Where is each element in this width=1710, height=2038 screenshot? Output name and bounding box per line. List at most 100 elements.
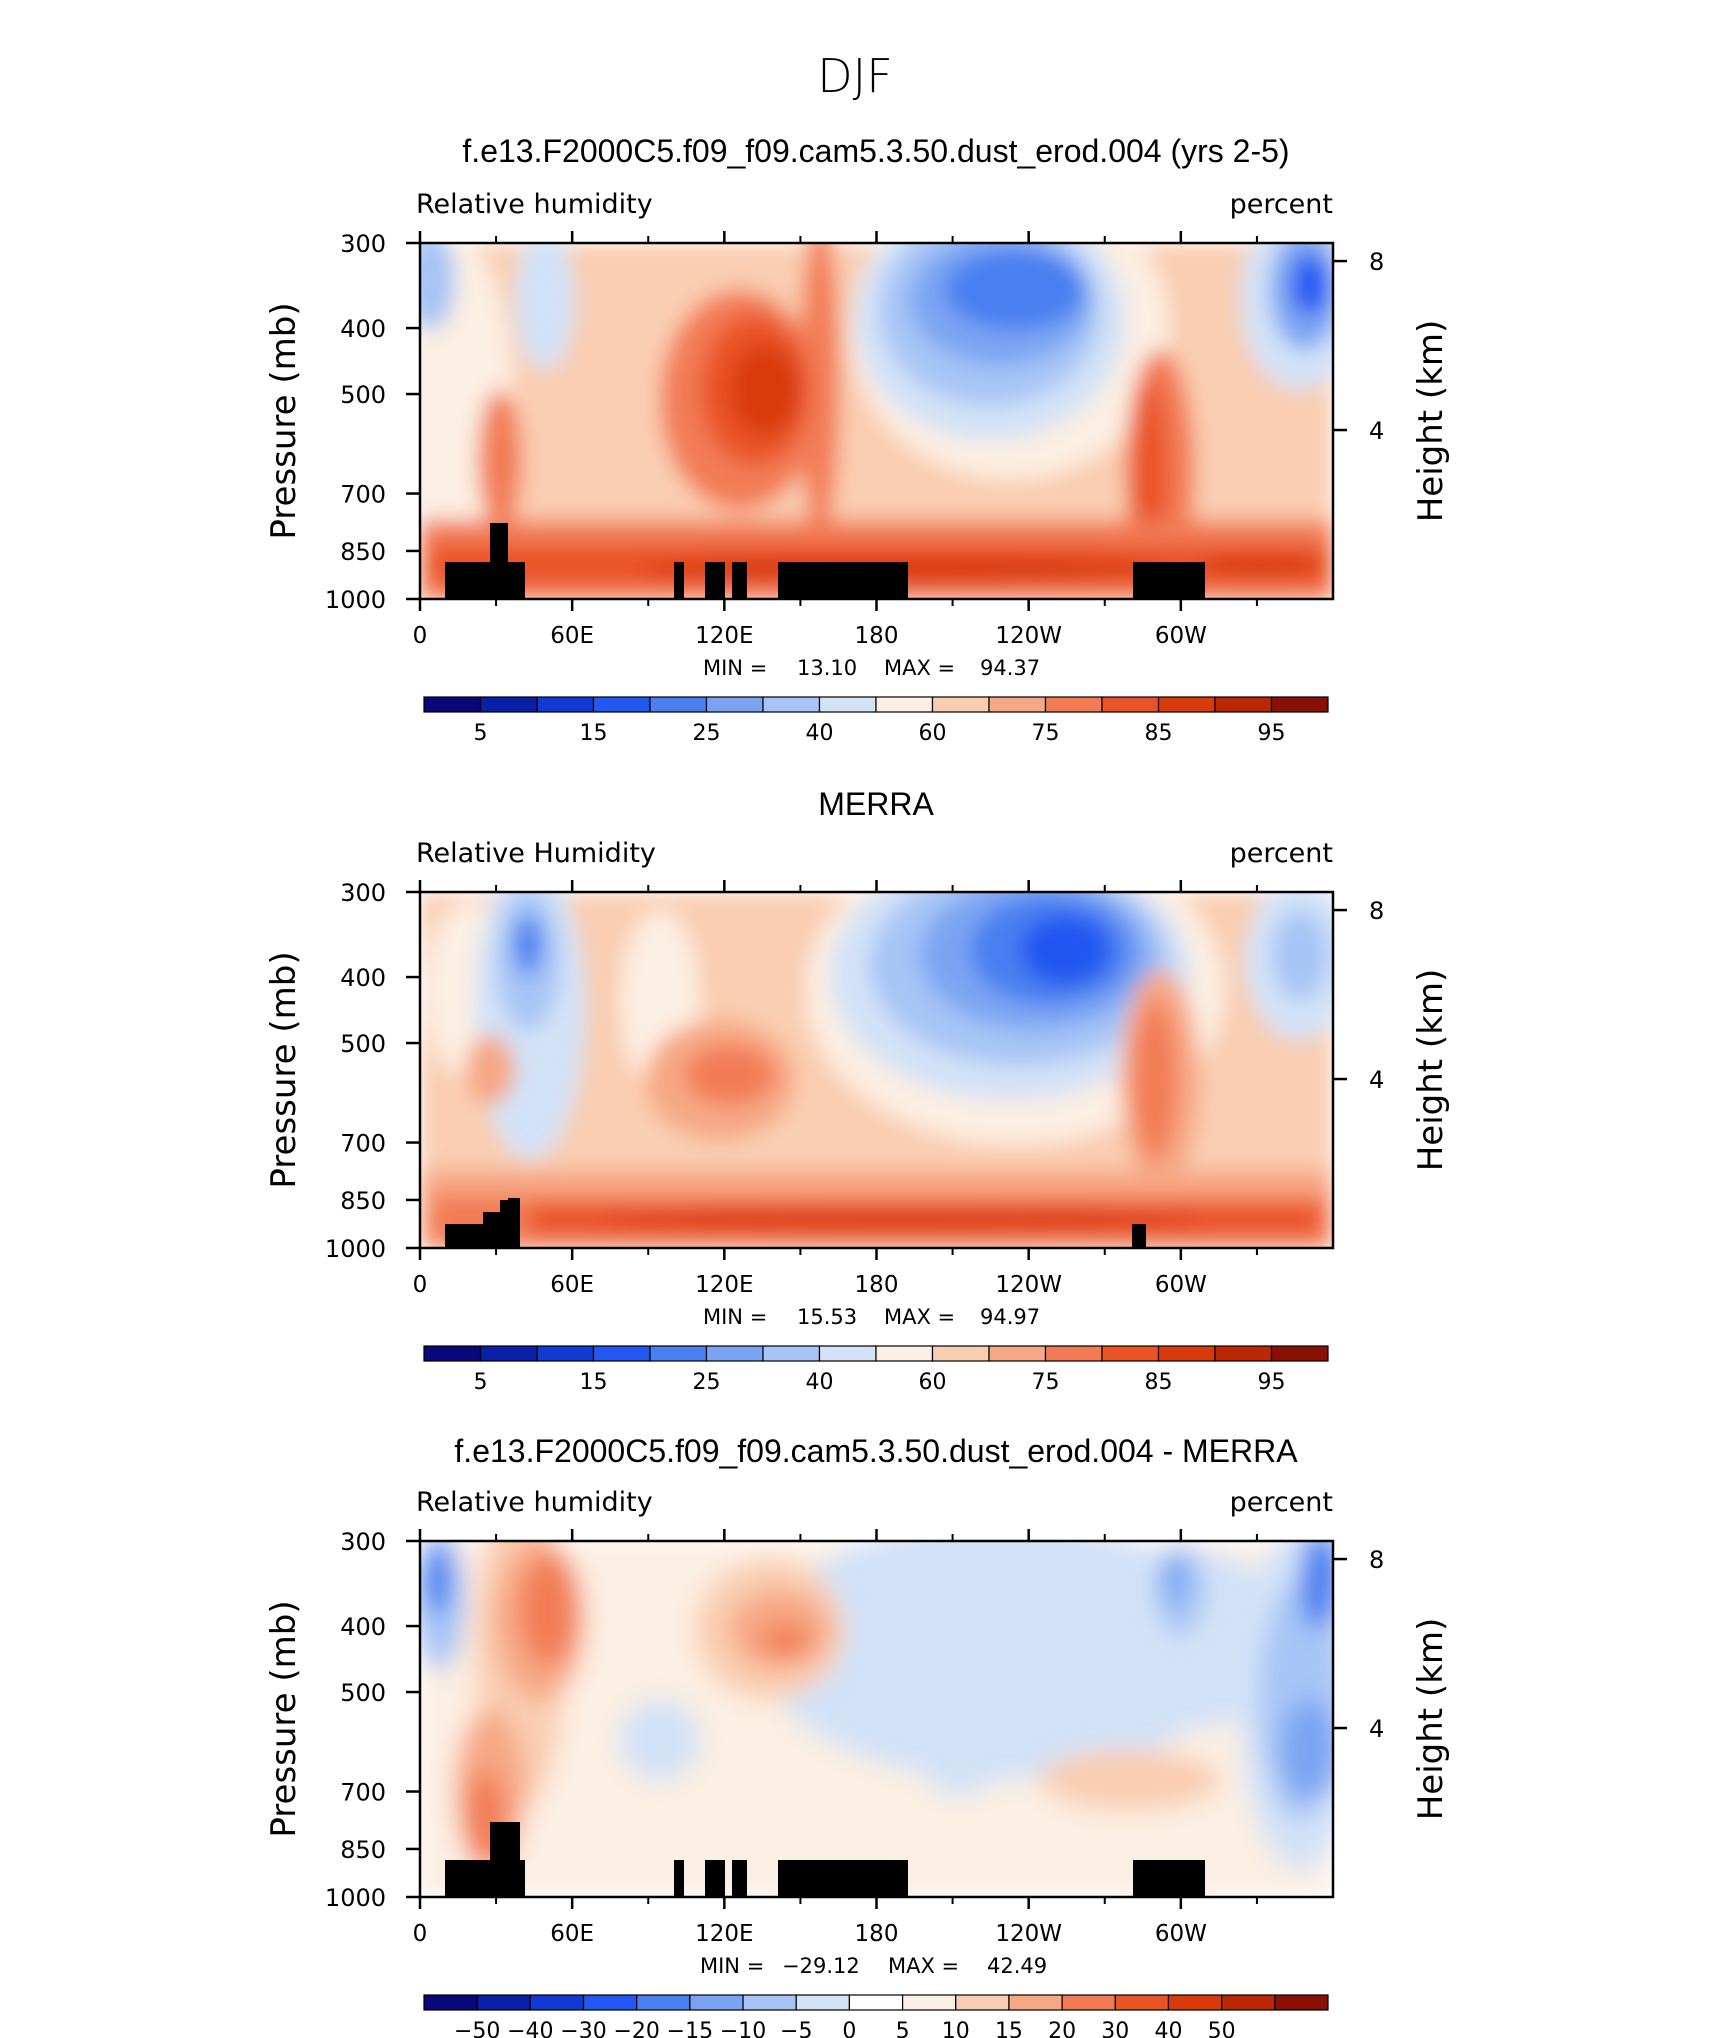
panel-diff-max-value: 42.49 [987,1954,1047,1978]
panel-diff-colorbar-swatch [636,1994,691,2011]
panel-merra-xtick-label: 120W [995,1272,1062,1298]
panel-model-colorbar-swatch [536,696,595,713]
panel-model-colorbar-label: 25 [693,721,721,746]
panel-diff-colorbar-label: −20 [613,2019,659,2038]
panel-merra-xtick-label: 120E [695,1272,753,1298]
panel-merra-colorbar-swatch [423,1345,482,1362]
panel-model-colorbar-label: 40 [806,721,834,746]
panel-merra-colorbar-swatch [649,1345,708,1362]
panel-model: f.e13.F2000C5.f09_f09.cam5.3.50.dust_ero… [264,133,1451,746]
panel-merra-colorbar-swatch [931,1345,990,1362]
panel-diff-max-label: MAX = [888,1954,959,1978]
panel-merra-colorbar-swatch [875,1345,934,1362]
panel-diff-colorbar-swatch [529,1994,585,2011]
panel-diff-title: f.e13.F2000C5.f09_f09.cam5.3.50.dust_ero… [454,1433,1298,1469]
panel-model-colorbar-swatch [649,696,708,713]
panel-merra-min-value: 15.53 [797,1305,857,1329]
panel-diff-colorbar-swatch [1274,1994,1329,2011]
panel-model-ytick-label: 500 [340,381,386,409]
panel-diff-colorbar-label: 30 [1101,2019,1129,2038]
panel-diff-min-value: −29.12 [782,1954,860,1978]
panel-diff-y2label: Height (km) [1411,1618,1451,1821]
panel-model-max-value: 94.37 [980,656,1040,680]
panel-diff-colorbar-label: 5 [896,2019,910,2038]
panel-merra-variable-label: Relative Humidity [416,838,656,869]
panel-model-y2tick-label: 4 [1369,417,1384,445]
panel-diff-colorbar-swatch [423,1994,478,2011]
panel-diff-topography [445,1822,1205,1897]
panel-merra-ytick-label: 700 [340,1130,386,1158]
panel-diff-colorbar-swatch [742,1994,797,2011]
panel-diff-colorbar-swatch [795,1994,851,2011]
panel-model-colorbar-swatch [931,696,990,713]
panel-diff-ytick-label: 850 [340,1836,386,1864]
panel-model-xtick-label: 60W [1155,623,1207,649]
panel-merra-y2label: Height (km) [1411,969,1451,1172]
panel-model-colorbar-swatch [762,696,821,713]
panel-diff-ytick-label: 700 [340,1779,386,1807]
panel-model-colorbar-swatch [705,696,764,713]
panel-merra-ytick-label: 300 [340,879,386,907]
panel-model-colorbar-swatch [592,696,651,713]
panel-merra-colorbar-label: 15 [580,1370,608,1395]
panel-model-ytick-label: 850 [340,538,386,566]
panel-model-max-label: MAX = [884,656,955,680]
panel-model-colorbar-swatch [1044,696,1103,713]
panel-model-colorbar-swatch [818,696,877,713]
panel-merra-xtick-label: 180 [855,1272,899,1298]
panel-model-y2tick-label: 8 [1369,248,1384,276]
panel-diff-colorbar-swatch [1167,1994,1223,2011]
panel-merra-axes: 0 60E 120E 180 120W 60W 300 400 500 700 850 1000 8 4 [325,879,1384,1298]
panel-diff-colorbar-swatch [901,1994,957,2011]
panel-merra-colorbar-swatch [818,1345,877,1362]
panel-merra-colorbar-swatch [705,1345,764,1362]
panel-diff-colorbar-swatch [476,1994,531,2011]
panel-merra-stats: MIN = 15.53 MAX = 94.97 [703,1305,1040,1329]
panel-model-title: f.e13.F2000C5.f09_f09.cam5.3.50.dust_ero… [462,133,1289,169]
panel-diff-colorbar-label: 10 [942,2019,970,2038]
panel-merra-y2tick-label: 8 [1369,897,1384,925]
panel-diff-min-label: MIN = [700,1954,764,1978]
panel-diff-colorbar-label: −40 [507,2019,553,2038]
panel-model-ytick-label: 1000 [325,586,386,614]
panel-diff-ytick-label: 300 [340,1528,386,1556]
panel-diff-stats: MIN = −29.12 MAX = 42.49 [700,1954,1047,1978]
panel-model-colorbar-swatch [1157,696,1216,713]
panel-diff-xtick-label: 120E [695,1921,753,1947]
panel-merra-ytick-label: 1000 [325,1235,386,1263]
panel-model-min-label: MIN = [703,656,767,680]
panel-model-colorbar-label: 15 [580,721,608,746]
panel-model-colorbar-swatch [1270,696,1329,713]
panel-merra-colorbar: 5 15 25 40 60 75 85 95 [423,1345,1329,1395]
panel-diff-axes: 0 60E 120E 180 120W 60W 300 400 500 700 850 1000 8 4 [325,1528,1384,1947]
panel-diff-colorbar-label: −10 [720,2019,766,2038]
panel-merra-colorbar-swatch [1270,1345,1329,1362]
panel-model-colorbar-swatch [1101,696,1160,713]
panel-model-colorbar-label: 5 [474,721,488,746]
panel-model-xtick-label: 120E [695,623,753,649]
panel-diff-y2tick-label: 4 [1369,1715,1384,1743]
panel-merra-ytick-label: 400 [340,964,386,992]
panel-model-colorbar-swatch [875,696,934,713]
panel-merra-colorbar-label: 40 [806,1370,834,1395]
panel-model-colorbar-swatch [479,696,538,713]
panel-model-xtick-label: 180 [855,623,899,649]
panel-merra: MERRA Relative Humidity percent [264,786,1451,1395]
panel-diff-colorbar-label: 40 [1154,2019,1182,2038]
panel-diff-variable-label: Relative humidity [416,1487,653,1518]
panel-merra-ytick-label: 500 [340,1030,386,1058]
panel-merra-colorbar-swatch [1044,1345,1103,1362]
panel-model-colorbar: 5 15 25 40 60 75 85 95 [423,696,1329,746]
panel-diff-ytick-label: 500 [340,1679,386,1707]
panel-model-colorbar-swatch [1214,696,1273,713]
panel-model-topography [445,523,1205,599]
panel-diff-ylabel: Pressure (mb) [264,1600,304,1837]
panel-model-min-value: 13.10 [797,656,857,680]
panel-merra-colorbar-swatch [592,1345,651,1362]
panel-diff-colorbar-swatch [955,1994,1010,2011]
panel-model-colorbar-label: 75 [1032,721,1060,746]
panel-model-field [420,243,1333,599]
figure-title: DJF [817,49,892,103]
panel-diff-colorbar-swatch [1221,1994,1276,2011]
panel-diff-ytick-label: 1000 [325,1884,386,1912]
